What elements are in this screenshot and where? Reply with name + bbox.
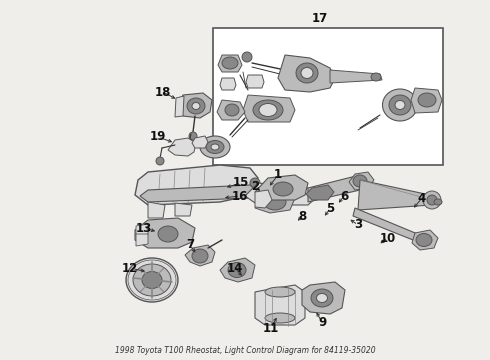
Text: 14: 14 (227, 261, 243, 274)
Polygon shape (135, 165, 258, 205)
Ellipse shape (200, 136, 230, 158)
Ellipse shape (389, 95, 411, 115)
Text: 1: 1 (274, 168, 282, 181)
Ellipse shape (311, 289, 333, 307)
Polygon shape (255, 175, 308, 200)
Text: 13: 13 (136, 221, 152, 234)
Text: 4: 4 (418, 192, 426, 204)
Polygon shape (278, 55, 335, 92)
Text: 6: 6 (340, 189, 348, 202)
Ellipse shape (211, 144, 219, 150)
Circle shape (242, 52, 252, 62)
Polygon shape (135, 218, 195, 248)
Polygon shape (192, 136, 208, 148)
Text: 11: 11 (263, 321, 279, 334)
Polygon shape (255, 285, 305, 325)
Text: 10: 10 (380, 231, 396, 244)
Text: 17: 17 (312, 12, 328, 24)
Ellipse shape (371, 73, 381, 81)
Polygon shape (243, 95, 295, 122)
Polygon shape (220, 258, 255, 282)
Ellipse shape (265, 287, 295, 297)
Circle shape (427, 195, 437, 205)
Ellipse shape (228, 262, 246, 278)
Text: 1998 Toyota T100 Rheostat, Light Control Diagram for 84119-35020: 1998 Toyota T100 Rheostat, Light Control… (115, 346, 375, 355)
Ellipse shape (133, 264, 171, 296)
Polygon shape (185, 245, 215, 266)
Polygon shape (218, 55, 242, 72)
Ellipse shape (383, 89, 417, 121)
Ellipse shape (296, 63, 318, 83)
Polygon shape (308, 175, 368, 202)
Polygon shape (412, 230, 438, 250)
Text: 3: 3 (354, 219, 362, 231)
Circle shape (156, 157, 164, 165)
Ellipse shape (158, 226, 178, 242)
Polygon shape (358, 180, 432, 210)
Ellipse shape (264, 194, 286, 210)
Ellipse shape (416, 234, 432, 247)
Polygon shape (306, 185, 334, 200)
Polygon shape (175, 96, 184, 117)
Polygon shape (217, 100, 245, 120)
Text: 15: 15 (233, 176, 249, 189)
Ellipse shape (187, 98, 205, 114)
Circle shape (250, 178, 260, 188)
Ellipse shape (301, 68, 313, 78)
Text: 2: 2 (251, 180, 259, 193)
Text: 12: 12 (122, 261, 138, 274)
Ellipse shape (418, 93, 436, 107)
Polygon shape (140, 185, 255, 202)
Ellipse shape (225, 104, 239, 116)
Ellipse shape (395, 100, 405, 109)
Ellipse shape (192, 103, 200, 109)
Ellipse shape (126, 258, 178, 302)
Ellipse shape (253, 100, 283, 120)
Text: 5: 5 (326, 202, 334, 216)
Polygon shape (136, 224, 148, 236)
Ellipse shape (142, 271, 162, 288)
Text: 18: 18 (155, 85, 171, 99)
Polygon shape (330, 70, 382, 83)
Polygon shape (176, 93, 212, 118)
Polygon shape (148, 202, 165, 218)
Ellipse shape (206, 140, 224, 153)
Circle shape (423, 191, 441, 209)
Text: 9: 9 (318, 315, 326, 328)
Polygon shape (255, 192, 295, 213)
Ellipse shape (434, 199, 442, 205)
Polygon shape (349, 172, 374, 190)
Ellipse shape (353, 175, 367, 187)
Ellipse shape (192, 249, 208, 263)
Polygon shape (255, 190, 272, 208)
Polygon shape (411, 88, 442, 113)
Polygon shape (353, 208, 420, 242)
Polygon shape (168, 138, 196, 156)
Polygon shape (246, 75, 264, 88)
Polygon shape (302, 282, 345, 314)
Bar (213, 28, 443, 165)
Text: 19: 19 (150, 130, 166, 144)
Ellipse shape (317, 293, 327, 302)
Ellipse shape (259, 104, 277, 117)
Circle shape (189, 132, 197, 140)
Ellipse shape (265, 313, 295, 323)
Polygon shape (175, 203, 192, 216)
Polygon shape (220, 78, 236, 90)
Text: 8: 8 (298, 210, 306, 222)
Text: 16: 16 (232, 189, 248, 202)
Text: 7: 7 (186, 238, 194, 252)
Polygon shape (245, 183, 318, 205)
Ellipse shape (222, 57, 238, 69)
Polygon shape (136, 234, 148, 246)
Ellipse shape (273, 182, 293, 196)
